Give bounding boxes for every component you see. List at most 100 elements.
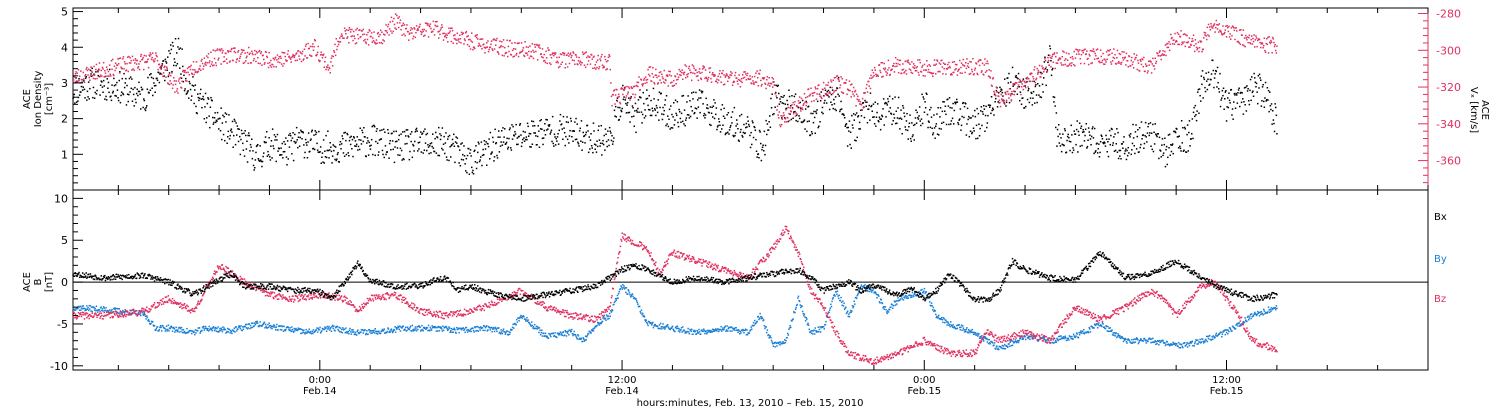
- density-point: [435, 152, 438, 154]
- vx-point: [260, 51, 263, 53]
- density-point: [686, 101, 688, 103]
- by-point: [528, 322, 531, 324]
- density-point: [207, 98, 210, 100]
- vx-point: [856, 98, 858, 100]
- vx-point: [864, 92, 866, 94]
- density-point: [1077, 151, 1079, 153]
- by-point: [328, 325, 330, 328]
- density-point: [1199, 94, 1201, 97]
- density-point: [258, 159, 260, 162]
- density-point: [840, 108, 843, 110]
- vx-point: [718, 79, 720, 81]
- density-point: [231, 120, 234, 123]
- vx-point: [669, 70, 671, 73]
- density-point: [1079, 145, 1081, 147]
- by-point: [348, 329, 351, 332]
- vx-point: [239, 57, 241, 60]
- density-point: [923, 111, 926, 113]
- vx-point: [809, 93, 812, 96]
- vx-point: [1001, 100, 1004, 102]
- by-point: [226, 330, 228, 333]
- by-point: [572, 334, 574, 337]
- density-point: [176, 63, 179, 65]
- density-point: [1011, 66, 1014, 69]
- by-point: [235, 326, 237, 328]
- density-point: [817, 126, 819, 129]
- by-point: [265, 325, 267, 328]
- by-point: [420, 329, 423, 331]
- vx-point: [1232, 26, 1234, 28]
- by-point: [333, 325, 335, 327]
- vx-point: [242, 62, 245, 64]
- vx-point: [581, 62, 583, 64]
- vx-point: [1209, 26, 1211, 28]
- vx-point: [320, 51, 322, 53]
- vx-point: [327, 69, 330, 71]
- density-point: [1123, 136, 1125, 138]
- density-point: [1064, 129, 1066, 132]
- by-point: [505, 331, 507, 334]
- density-point: [307, 132, 310, 134]
- density-point: [499, 145, 502, 147]
- density-point: [170, 48, 173, 51]
- vx-point: [987, 75, 990, 77]
- vx-point: [862, 106, 864, 109]
- density-point: [381, 129, 383, 131]
- vx-point: [414, 28, 416, 30]
- density-point: [692, 98, 694, 100]
- vx-point: [671, 81, 673, 83]
- by-point: [583, 340, 586, 342]
- vx-point: [465, 32, 467, 34]
- by-point: [411, 330, 413, 332]
- by-point: [416, 326, 418, 328]
- density-point: [1225, 90, 1227, 92]
- density-point: [710, 124, 712, 127]
- vx-point: [360, 36, 362, 38]
- density-point: [1171, 143, 1174, 145]
- density-point: [1067, 133, 1069, 136]
- by-point: [576, 338, 578, 340]
- vx-point: [1203, 31, 1206, 34]
- vx-point: [96, 69, 99, 72]
- vx-point: [442, 39, 445, 41]
- vx-point: [596, 66, 598, 69]
- density-point: [827, 89, 830, 92]
- vx-point: [1272, 38, 1275, 40]
- density-point: [1050, 74, 1053, 77]
- density-point: [939, 107, 942, 109]
- by-point: [227, 327, 229, 330]
- vx-point: [382, 33, 385, 35]
- density-point: [950, 123, 952, 125]
- vx-point: [619, 101, 621, 104]
- density-point: [1035, 84, 1037, 86]
- density-point: [1041, 83, 1044, 86]
- density-point: [540, 119, 542, 121]
- by-point: [526, 317, 528, 319]
- density-point: [495, 142, 498, 144]
- vx-point: [255, 60, 257, 63]
- density-point: [971, 132, 973, 135]
- by-point: [343, 328, 346, 330]
- by-point: [530, 325, 532, 327]
- density-point: [645, 98, 647, 100]
- vx-point: [1109, 49, 1111, 51]
- vx-point: [110, 75, 112, 77]
- density-point: [1086, 147, 1088, 149]
- vx-point: [717, 75, 719, 78]
- density-point: [799, 101, 801, 104]
- density-point: [333, 149, 335, 152]
- by-point: [531, 324, 534, 327]
- vx-point: [319, 54, 322, 56]
- density-point: [588, 136, 590, 138]
- by-point: [539, 333, 542, 336]
- density-point: [1231, 108, 1234, 110]
- vx-point: [755, 81, 758, 83]
- density-point: [198, 99, 200, 102]
- density-point: [809, 134, 812, 136]
- density-point: [344, 131, 346, 134]
- vx-point: [1033, 69, 1035, 71]
- density-point: [891, 98, 894, 100]
- density-point: [896, 122, 898, 124]
- by-point: [264, 323, 267, 326]
- vx-point: [797, 100, 800, 102]
